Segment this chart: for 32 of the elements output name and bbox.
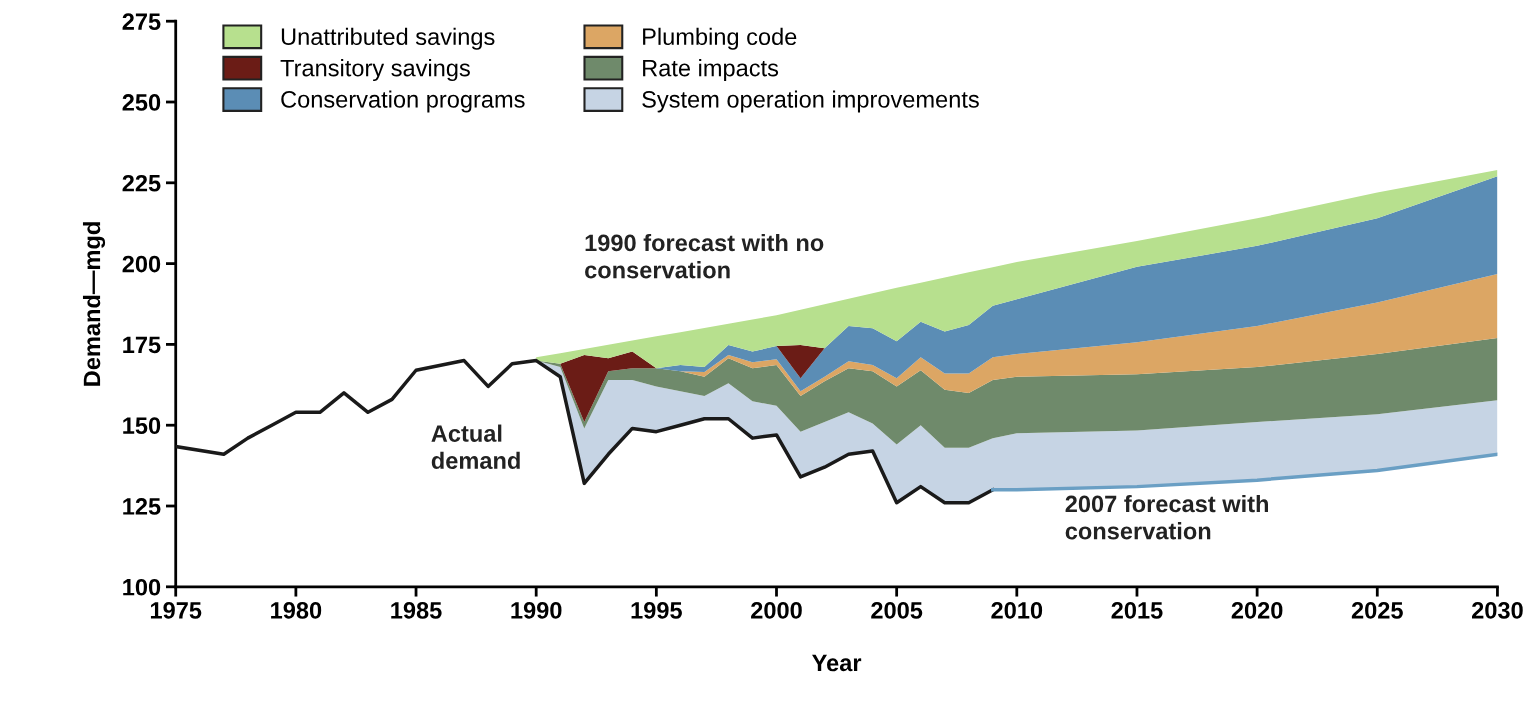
y-tick-label: 175 xyxy=(123,336,161,354)
legend-label: Conservation programs xyxy=(281,90,525,113)
x-tick-label: 2005 xyxy=(871,602,923,619)
x-tick-label: 1990 xyxy=(511,602,562,619)
x-tick-label: 2030 xyxy=(1472,602,1523,619)
y-tick-label: 200 xyxy=(122,255,161,273)
x-tick-label: 2010 xyxy=(991,602,1043,619)
y-tick-label: 150 xyxy=(123,417,161,434)
legend-label: System operation improvements xyxy=(642,90,979,113)
y-tick-label: 125 xyxy=(123,498,161,515)
x-tick-label: 2015 xyxy=(1111,602,1163,619)
y-tick-label: 250 xyxy=(122,94,161,111)
y-tick-label: 275 xyxy=(122,13,161,30)
x-tick-label: 1995 xyxy=(631,602,682,619)
y-tick-label: 225 xyxy=(122,174,161,192)
x-tick-label: 2000 xyxy=(751,602,802,619)
line-series xyxy=(991,452,1498,492)
series-label: Actual demand xyxy=(431,424,520,470)
y-tick-label: 100 xyxy=(123,578,161,596)
y-axis-title: Demand—mgd xyxy=(82,222,106,386)
legend-label: Plumbing code xyxy=(643,27,797,50)
x-tick-label: 1975 xyxy=(150,602,202,619)
x-tick-label: 1985 xyxy=(391,602,442,619)
annotation: 2007 forecast with conservation xyxy=(1065,494,1268,540)
x-axis-title: Year xyxy=(812,654,862,672)
x-tick-label: 2025 xyxy=(1351,602,1403,619)
legend-label: Transitory savings xyxy=(280,59,470,82)
x-tick-label: 2020 xyxy=(1231,602,1283,619)
x-tick-label: 1980 xyxy=(271,602,322,619)
annotation: 1990 forecast with no conservation xyxy=(585,233,824,279)
legend-label: Unattributed savings xyxy=(281,27,495,50)
legend-label: Rate impacts xyxy=(643,59,779,82)
